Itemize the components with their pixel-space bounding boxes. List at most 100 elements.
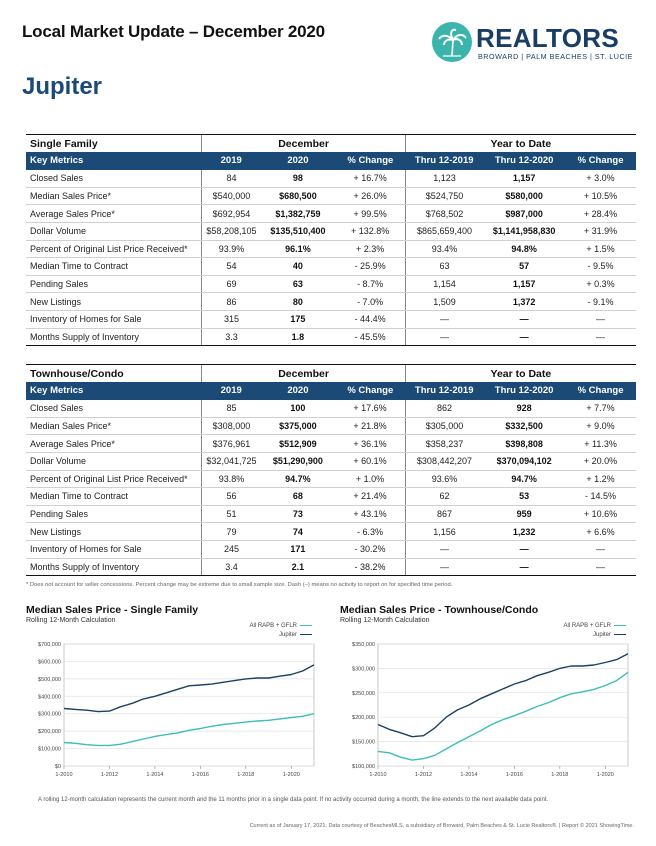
- metric-value: + 1.5%: [565, 240, 636, 259]
- plot-frame: [63, 643, 315, 767]
- metric-value: 51: [201, 505, 261, 524]
- metric-value: + 1.2%: [565, 470, 636, 489]
- y-tick-label: $500,000: [38, 677, 61, 683]
- metric-value: + 20.0%: [565, 452, 636, 471]
- table-row: Median Sales Price* $308,000 $375,000 + 21.…: [26, 417, 636, 436]
- metric-value: 94.8%: [483, 240, 566, 259]
- metric-value: $1,382,759: [260, 204, 336, 223]
- metric-value: 1,372: [483, 292, 566, 311]
- metric-value: 62: [404, 487, 484, 506]
- metric-label: Median Time to Contract: [26, 487, 202, 506]
- metric-value: 40: [260, 257, 336, 276]
- metric-value: —: [483, 540, 566, 559]
- metric-value: 94.7%: [260, 470, 336, 489]
- metric-value: 1,154: [404, 275, 484, 294]
- plot-frame: [377, 643, 629, 767]
- metric-value: $398,808: [483, 434, 566, 453]
- table-row: Median Sales Price* $540,000 $680,500 + 26.…: [26, 187, 636, 206]
- metric-label: Average Sales Price*: [26, 204, 202, 223]
- table-row: Pending Sales 51 73 + 43.1% 867 959 + 10.6%: [26, 505, 636, 524]
- metric-label: Dollar Volume: [26, 222, 202, 241]
- y-tick-label: $400,000: [38, 694, 61, 700]
- col-thru-2020: Thru 12-2020: [483, 382, 566, 400]
- page-header: Local Market Update – December 2020 REAL…: [0, 0, 656, 100]
- metric-value: 100: [260, 399, 336, 418]
- table-row: Months Supply of Inventory 3.4 2.1- 38.2% —…: [26, 558, 636, 577]
- metric-value: $32,041,725: [201, 452, 261, 471]
- metric-value: $865,659,400: [404, 222, 484, 241]
- table-group-header: Single Family December Year to Date: [26, 134, 636, 153]
- section-label: Townhouse/Condo: [26, 364, 202, 383]
- metric-value: $680,500: [260, 187, 336, 206]
- metric-value: + 10.6%: [565, 505, 636, 524]
- metric-value: $358,237: [404, 434, 484, 453]
- metric-value: $512,909: [260, 434, 336, 453]
- metric-value: $375,000: [260, 417, 336, 436]
- y-tick-label: $250,000: [352, 691, 375, 697]
- metric-label: Percent of Original List Price Received*: [26, 240, 202, 259]
- metric-value: 175: [260, 310, 336, 329]
- table-row: Pending Sales 69 63- 8.7% 1,154 1,157 + 0.3%: [26, 275, 636, 294]
- metric-value: - 6.3%: [335, 522, 406, 541]
- realtors-logo: REALTORS BROWARD | PALM BEACHES | ST. LU…: [432, 22, 637, 64]
- y-tick-label: $200,000: [352, 715, 375, 721]
- legend-entry: Jupiter: [249, 631, 312, 640]
- table-row: Percent of Original List Price Received*…: [26, 240, 636, 259]
- metric-value: - 7.0%: [335, 292, 406, 311]
- logo-tagline: BROWARD | PALM BEACHES | ST. LUCIE: [478, 52, 633, 61]
- metric-value: 3.3: [201, 328, 261, 347]
- series-line: [377, 671, 629, 761]
- x-tick-label: 1-2020: [283, 772, 300, 778]
- chart-subtitle: Rolling 12-Month Calculation: [26, 617, 116, 624]
- metric-value: $768,502: [404, 204, 484, 223]
- table-row: Inventory of Homes for Sale 315 175- 44.4%…: [26, 310, 636, 329]
- y-tick-label: $200,000: [38, 729, 61, 735]
- single-family-table: Single Family December Year to Date Key …: [26, 134, 636, 347]
- col-key-metrics: Key Metrics: [26, 152, 202, 170]
- townhouse-condo-table: Townhouse/Condo December Year to Date Ke…: [26, 364, 636, 577]
- table-row: Median Time to Contract 54 40- 25.9% 63 57- …: [26, 257, 636, 276]
- palm-tree-icon: [432, 22, 472, 62]
- metric-value: —: [565, 558, 636, 577]
- metric-value: $308,442,207: [404, 452, 484, 471]
- table-column-header: Key Metrics 2019 2020 % Change Thru 12-2…: [26, 152, 636, 170]
- table-row: Months Supply of Inventory 3.3 1.8- 45.5% —…: [26, 328, 636, 347]
- metric-value: 1,156: [404, 522, 484, 541]
- metric-value: $376,961: [201, 434, 261, 453]
- chart-title: Median Sales Price - Single Family: [26, 604, 199, 616]
- metric-label: New Listings: [26, 292, 202, 311]
- chart-townhouse-condo: Median Sales Price - Townhouse/Condo Rol…: [340, 604, 630, 780]
- metric-value: - 25.9%: [335, 257, 406, 276]
- metric-value: $58,208,105: [201, 222, 261, 241]
- metric-value: —: [565, 328, 636, 347]
- table-row: Average Sales Price* $376,961 $512,909 + 36…: [26, 434, 636, 453]
- x-tick-label: 1-2018: [237, 772, 254, 778]
- x-tick-label: 1-2012: [101, 772, 118, 778]
- metric-value: 1,157: [483, 275, 566, 294]
- metric-value: —: [404, 310, 484, 329]
- metric-value: + 31.9%: [565, 222, 636, 241]
- metric-value: 862: [404, 399, 484, 418]
- metric-value: - 14.5%: [565, 487, 636, 506]
- table-row: Closed Sales 85 100 + 17.6% 862 928 + 7.7%: [26, 399, 636, 418]
- group-ytd: Year to Date: [404, 134, 636, 153]
- table-row: New Listings 79 74- 6.3% 1,156 1,232 + 6.6%: [26, 522, 636, 541]
- metric-value: + 26.0%: [335, 187, 406, 206]
- table-row: New Listings 86 80- 7.0% 1,509 1,372- 9.1%: [26, 292, 636, 311]
- metric-value: 53: [483, 487, 566, 506]
- y-tick-label: $350,000: [352, 642, 375, 648]
- metric-value: —: [565, 540, 636, 559]
- metric-label: Months Supply of Inventory: [26, 558, 202, 577]
- metric-label: Median Sales Price*: [26, 187, 202, 206]
- metric-value: + 36.1%: [335, 434, 406, 453]
- chart-legend: All RAPB + GFLR Jupiter: [249, 622, 312, 640]
- group-ytd: Year to Date: [404, 364, 636, 383]
- metric-value: 93.4%: [404, 240, 484, 259]
- metric-value: 959: [483, 505, 566, 524]
- metric-value: —: [404, 540, 484, 559]
- metric-value: 98: [260, 169, 336, 188]
- metric-value: + 10.5%: [565, 187, 636, 206]
- chart-legend: All RAPB + GFLR Jupiter: [563, 622, 626, 640]
- table-row: Dollar Volume $32,041,725 $51,290,900 + 60.…: [26, 452, 636, 471]
- legend-entry: All RAPB + GFLR: [563, 622, 626, 631]
